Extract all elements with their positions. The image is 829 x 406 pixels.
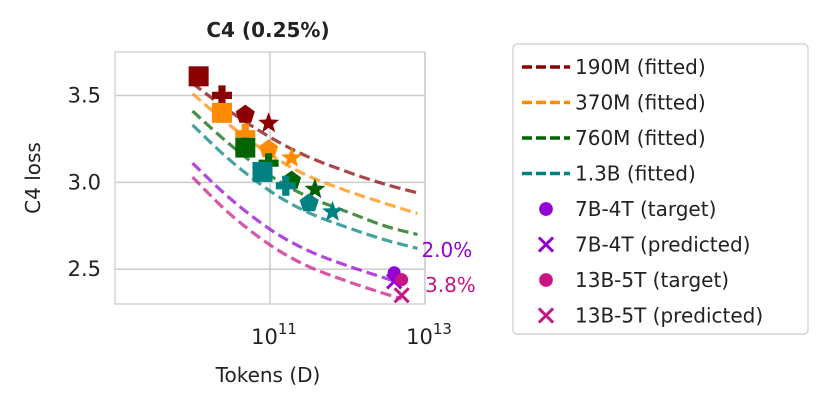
x-axis-label: Tokens (D) xyxy=(215,363,321,387)
tick-labels: 2.5 3.0 3.5 1011 1013 xyxy=(68,83,452,349)
legend-label: 13B-5T (predicted) xyxy=(575,304,763,328)
legend-item: 7B-4T (target) xyxy=(539,197,716,221)
chart-title: C4 (0.25%) xyxy=(206,18,329,42)
data-point xyxy=(395,273,409,287)
data-point xyxy=(259,139,279,158)
legend-label: 760M (fitted) xyxy=(575,126,706,150)
legend-item: 7B-4T (predicted) xyxy=(537,233,750,257)
fitted-curve xyxy=(191,162,395,283)
y-tick-label: 3.5 xyxy=(68,83,101,107)
legend-item: 1.3B (fitted) xyxy=(522,162,696,186)
fitted-curve xyxy=(191,123,418,250)
annotation-label: 3.8% xyxy=(425,273,476,297)
data-point xyxy=(211,102,232,123)
legend-label: 1.3B (fitted) xyxy=(575,162,696,186)
fitted-curve xyxy=(191,82,418,195)
legend-label: 7B-4T (predicted) xyxy=(575,233,750,257)
x-marker-stroke xyxy=(537,307,555,324)
legend-item: 760M (fitted) xyxy=(522,126,706,150)
legend-swatch xyxy=(537,236,555,253)
x-marker-stroke xyxy=(393,287,410,304)
legend-label: 190M (fitted) xyxy=(575,55,706,79)
data-point xyxy=(235,137,256,158)
legend-frame xyxy=(512,43,809,335)
x-tick-label: 1013 xyxy=(406,320,452,349)
data-point xyxy=(322,200,343,221)
data-point xyxy=(235,104,255,123)
legend-label: 13B-5T (target) xyxy=(575,268,729,292)
data-point xyxy=(393,287,410,304)
fitted-curves xyxy=(191,82,418,301)
grid xyxy=(115,52,426,304)
fitted-curve xyxy=(191,175,403,301)
y-axis-label: C4 loss xyxy=(21,142,45,214)
legend-label: 7B-4T (target) xyxy=(575,197,716,221)
fitted-curve xyxy=(191,109,418,237)
legend-item: 370M (fitted) xyxy=(522,91,706,115)
y-tick-label: 3.0 xyxy=(68,170,101,194)
legend-item: 190M (fitted) xyxy=(522,55,706,79)
legend-item: 13B-5T (predicted) xyxy=(537,304,763,328)
data-point xyxy=(235,123,256,144)
data-point xyxy=(299,193,319,212)
data-point xyxy=(281,147,303,167)
legend-swatch xyxy=(537,307,555,324)
data-point xyxy=(252,161,273,182)
data-point xyxy=(304,178,326,199)
y-tick-label: 2.5 xyxy=(68,257,101,281)
fitted-curve xyxy=(191,92,418,216)
legend: 190M (fitted) 370M (fitted) 760M (fitted) 1… xyxy=(512,43,809,335)
data-point xyxy=(258,112,280,133)
x-tick-label: 1011 xyxy=(251,320,297,349)
data-point xyxy=(275,175,296,196)
annotation-label: 2.0% xyxy=(421,238,472,262)
data-point xyxy=(212,85,232,106)
annotations: 2.0% 3.8% xyxy=(421,238,475,297)
x-marker-stroke xyxy=(537,236,555,253)
legend-label: 370M (fitted) xyxy=(575,91,706,115)
data-points xyxy=(188,66,410,304)
legend-swatch xyxy=(539,202,553,216)
data-point xyxy=(188,66,209,87)
legend-item: 13B-5T (target) xyxy=(539,268,729,292)
legend-swatch xyxy=(539,273,553,287)
